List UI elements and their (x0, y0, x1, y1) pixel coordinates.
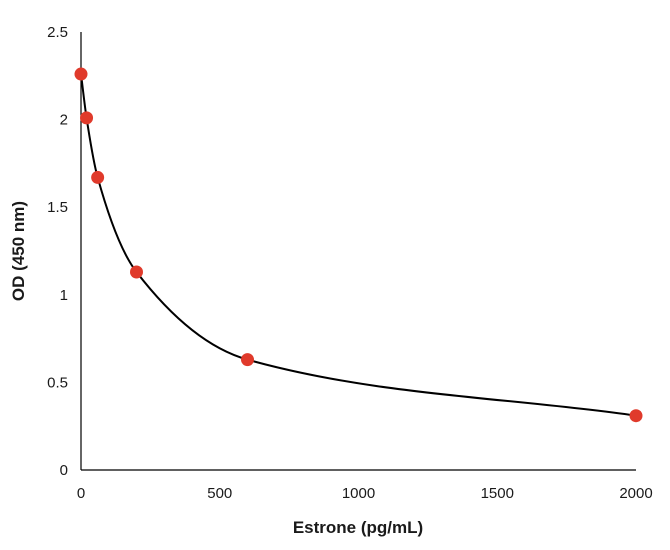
tick-labels: 0 500 1000 1500 2000 0 0.5 1 1.5 2 2.5 (47, 24, 653, 502)
y-axis-title: OD (450 nm) (9, 201, 28, 301)
fit-curve (80, 73, 637, 417)
x-tick-label: 500 (207, 485, 232, 502)
y-tick-label: 2.5 (47, 24, 68, 41)
data-point (74, 67, 88, 81)
x-tick-label: 2000 (619, 485, 652, 502)
data-points (74, 67, 643, 423)
y-tick-label: 2 (60, 112, 68, 129)
x-axis-title: Estrone (pg/mL) (293, 518, 423, 537)
y-tick-label: 1.5 (47, 199, 68, 216)
data-point (91, 170, 105, 184)
x-tick-label: 1000 (342, 485, 375, 502)
data-point (241, 353, 254, 367)
x-tick-label: 1500 (481, 485, 514, 502)
data-point (80, 111, 94, 125)
y-tick-label: 0.5 (47, 374, 68, 391)
data-point (629, 409, 643, 423)
y-tick-label: 0 (60, 462, 68, 479)
y-tick-label: 1 (60, 287, 68, 304)
data-point (130, 265, 143, 279)
x-tick-label: 0 (77, 485, 85, 502)
axes (80, 32, 636, 471)
